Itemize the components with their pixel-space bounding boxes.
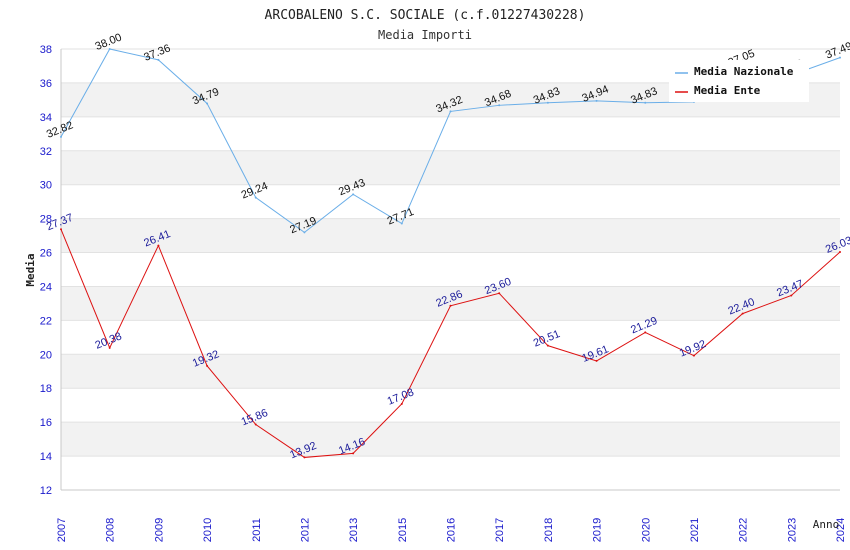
plot-background bbox=[61, 49, 840, 490]
y-tick-label: 38 bbox=[40, 44, 52, 56]
data-point bbox=[108, 48, 111, 50]
x-tick-label: 2019 bbox=[592, 518, 604, 542]
grid-band bbox=[61, 184, 840, 219]
y-tick-label: 12 bbox=[40, 485, 52, 497]
x-tick-label: 2017 bbox=[494, 518, 506, 542]
y-tick-label: 32 bbox=[40, 146, 52, 158]
x-tick-label: 2012 bbox=[299, 518, 311, 542]
y-tick-labels: 12 14 16 18 20 22 24 26 28 30 32 34 36 38 bbox=[40, 44, 52, 497]
data-point bbox=[303, 231, 306, 234]
grid-band bbox=[61, 286, 840, 321]
data-point bbox=[546, 101, 549, 104]
grid-band bbox=[61, 150, 840, 185]
legend-label-ente: Media Ente bbox=[694, 84, 761, 97]
y-axis-label: Media bbox=[24, 253, 37, 286]
x-tick-label: 2023 bbox=[786, 518, 798, 542]
data-point bbox=[157, 244, 160, 247]
y-tick-label: 26 bbox=[40, 248, 52, 260]
data-point bbox=[303, 456, 306, 459]
grid-band bbox=[61, 116, 840, 151]
y-tick-label: 14 bbox=[40, 451, 52, 463]
x-tick-label: 2015 bbox=[397, 518, 409, 542]
grid-band bbox=[61, 218, 840, 253]
legend-label-nazionale: Media Nazionale bbox=[694, 65, 794, 78]
data-point bbox=[449, 304, 452, 307]
x-tick-label: 2007 bbox=[56, 518, 68, 542]
grid-band bbox=[61, 422, 840, 457]
y-tick-label: 30 bbox=[40, 180, 52, 192]
data-point bbox=[108, 346, 111, 349]
data-point bbox=[839, 251, 841, 254]
legend-box bbox=[669, 60, 809, 102]
y-tick-label: 34 bbox=[40, 112, 52, 124]
x-tick-label: 2022 bbox=[738, 518, 750, 542]
y-tick-label: 24 bbox=[40, 281, 52, 293]
data-point bbox=[206, 102, 209, 105]
y-tick-label: 28 bbox=[40, 214, 52, 226]
data-point bbox=[498, 104, 501, 107]
grid-band bbox=[61, 252, 840, 287]
data-point bbox=[157, 58, 160, 61]
data-point bbox=[352, 193, 355, 196]
x-tick-label: 2018 bbox=[543, 518, 555, 542]
data-point bbox=[644, 101, 647, 104]
data-point bbox=[352, 452, 355, 455]
data-point bbox=[790, 294, 793, 297]
data-point bbox=[546, 344, 549, 347]
x-tick-label: 2013 bbox=[348, 518, 360, 542]
grid-band bbox=[61, 456, 840, 490]
grid-band bbox=[61, 388, 840, 423]
data-point bbox=[60, 135, 62, 138]
x-tick-label: 2024 bbox=[835, 518, 847, 542]
data-point bbox=[400, 222, 403, 225]
x-tick-label: 2016 bbox=[446, 518, 458, 542]
y-tick-label: 22 bbox=[40, 315, 52, 327]
y-tick-label: 16 bbox=[40, 417, 52, 429]
x-tick-label: 2010 bbox=[202, 518, 214, 542]
x-tick-labels: 2007 2008 2009 2010 2011 2012 2013 2015 2016 2017… bbox=[56, 518, 847, 542]
data-point bbox=[595, 99, 598, 102]
x-tick-label: 2020 bbox=[640, 518, 652, 542]
chart-title: ARCOBALENO S.C. SOCIALE (c.f.01227430228… bbox=[265, 8, 586, 23]
data-point bbox=[839, 56, 841, 59]
data-point bbox=[498, 292, 501, 295]
x-tick-label: 2011 bbox=[251, 518, 263, 542]
grid-band bbox=[61, 320, 840, 355]
data-point bbox=[595, 359, 598, 362]
data-point bbox=[60, 228, 62, 231]
legend: Media Nazionale Media Ente bbox=[669, 60, 809, 102]
data-point bbox=[644, 331, 647, 334]
data-point bbox=[206, 364, 209, 367]
y-tick-label: 18 bbox=[40, 383, 52, 395]
y-tick-label: 36 bbox=[40, 78, 52, 90]
x-tick-label: 2009 bbox=[153, 518, 165, 542]
data-point bbox=[449, 110, 452, 113]
data-point bbox=[400, 402, 403, 405]
data-point bbox=[741, 312, 744, 315]
y-tick-label: 20 bbox=[40, 349, 52, 361]
data-point bbox=[254, 196, 257, 199]
x-tick-label: 2008 bbox=[105, 518, 117, 542]
x-axis-label: Anno bbox=[813, 518, 840, 531]
data-point bbox=[692, 354, 695, 357]
x-tick-label: 2021 bbox=[689, 518, 701, 542]
chart-subtitle: Media Importi bbox=[378, 28, 472, 42]
grid-band bbox=[61, 354, 840, 389]
data-point bbox=[254, 423, 257, 426]
